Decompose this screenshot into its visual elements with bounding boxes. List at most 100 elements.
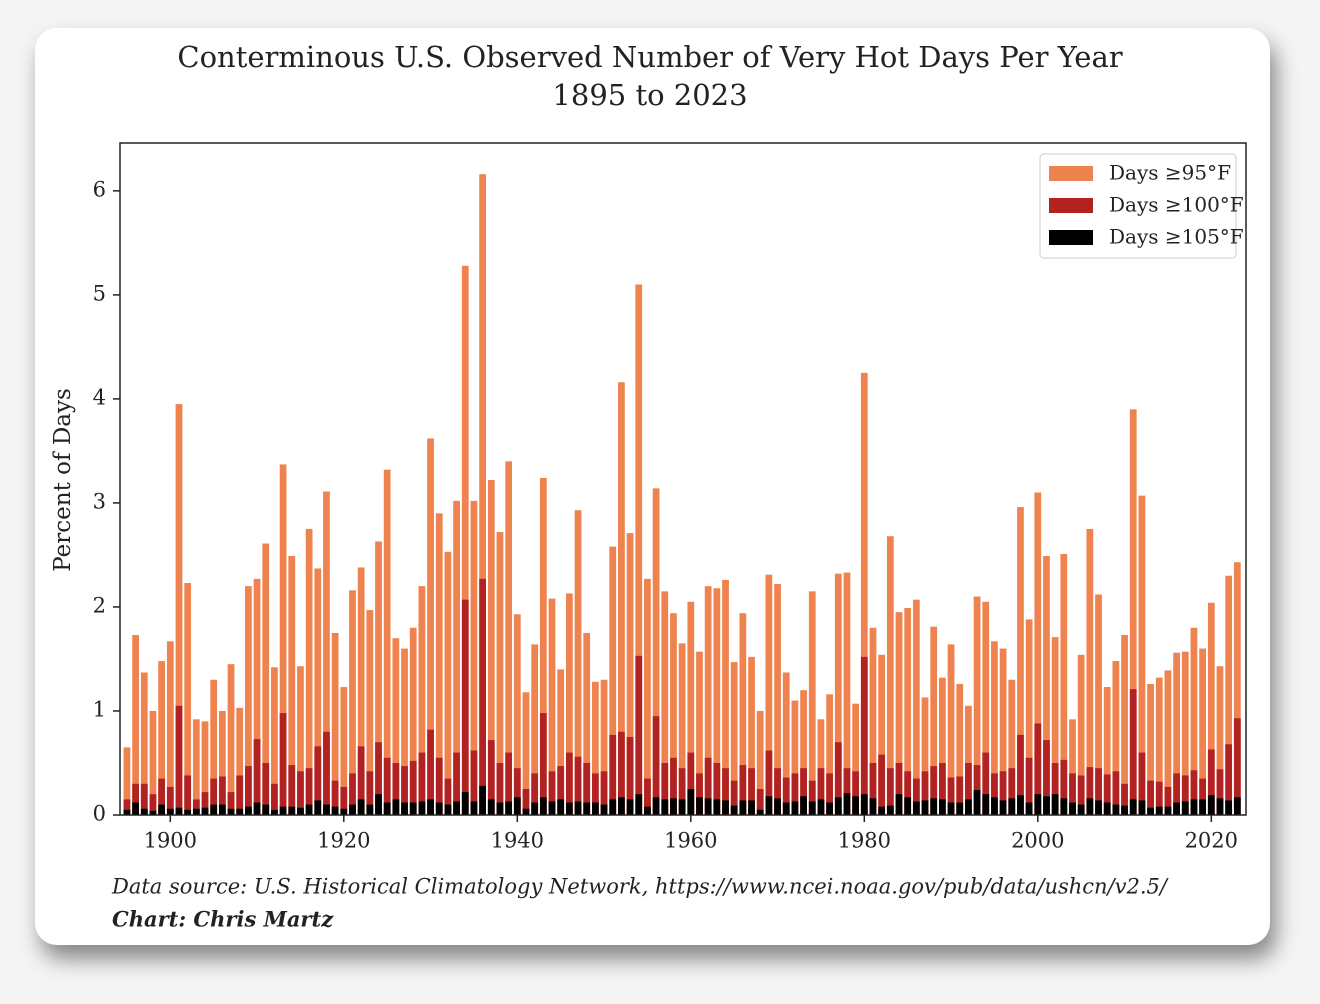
bar bbox=[739, 613, 747, 815]
bar bbox=[791, 700, 799, 815]
bar bbox=[1077, 804, 1085, 815]
bar bbox=[1155, 806, 1163, 815]
bar bbox=[479, 174, 486, 816]
bar bbox=[158, 778, 166, 815]
bar bbox=[973, 790, 981, 815]
bar bbox=[1129, 409, 1137, 815]
bar bbox=[626, 799, 634, 815]
bar bbox=[600, 679, 608, 815]
bar bbox=[132, 802, 139, 815]
bar bbox=[1199, 778, 1207, 815]
bar bbox=[305, 768, 313, 815]
bar bbox=[461, 265, 469, 815]
bar bbox=[184, 583, 192, 815]
bar bbox=[912, 801, 920, 815]
bar bbox=[583, 802, 591, 815]
bar bbox=[930, 766, 938, 815]
bar bbox=[245, 806, 252, 815]
bar bbox=[453, 752, 460, 815]
source-note: Data source: U.S. Historical Climatology… bbox=[111, 875, 1169, 899]
bar bbox=[574, 801, 582, 815]
bar bbox=[383, 469, 391, 815]
bar bbox=[782, 777, 790, 815]
bar bbox=[453, 500, 460, 815]
bar bbox=[774, 768, 781, 815]
bar bbox=[973, 596, 981, 815]
bar bbox=[253, 739, 261, 815]
bar bbox=[1008, 679, 1016, 815]
bar bbox=[722, 768, 729, 815]
bar bbox=[635, 655, 643, 815]
bar bbox=[1129, 799, 1137, 815]
bar bbox=[704, 586, 712, 815]
bar bbox=[435, 802, 443, 815]
bar bbox=[375, 541, 382, 815]
bar bbox=[739, 765, 747, 815]
bar bbox=[800, 690, 807, 815]
bar bbox=[166, 786, 174, 815]
bar bbox=[843, 768, 851, 815]
bar bbox=[505, 461, 513, 815]
bar bbox=[470, 750, 478, 815]
bar bbox=[245, 586, 252, 815]
bar bbox=[756, 809, 764, 815]
bar bbox=[192, 808, 200, 815]
bar bbox=[635, 794, 643, 815]
bar bbox=[748, 800, 755, 815]
y-tick-label: 5 bbox=[93, 281, 106, 305]
bar bbox=[618, 731, 625, 815]
bar bbox=[626, 533, 634, 815]
bar bbox=[644, 578, 651, 815]
bar bbox=[271, 783, 278, 815]
bar bbox=[1017, 734, 1024, 815]
bar bbox=[184, 809, 192, 815]
bar bbox=[834, 573, 842, 815]
bar bbox=[626, 736, 634, 815]
legend-swatch bbox=[1049, 198, 1093, 213]
bar bbox=[392, 638, 400, 815]
bar bbox=[904, 771, 912, 815]
bar bbox=[609, 546, 617, 815]
bar bbox=[852, 796, 860, 815]
bar bbox=[444, 778, 452, 815]
bar bbox=[201, 807, 209, 815]
bar bbox=[427, 438, 434, 815]
bar bbox=[375, 794, 382, 815]
bar bbox=[531, 802, 539, 815]
bar bbox=[444, 551, 452, 815]
bar bbox=[1025, 619, 1033, 815]
bar bbox=[175, 705, 183, 815]
bar bbox=[1008, 768, 1016, 815]
bar bbox=[305, 804, 313, 815]
bar bbox=[687, 601, 695, 815]
bar bbox=[1017, 507, 1024, 815]
bar bbox=[756, 710, 764, 815]
bar bbox=[1051, 637, 1059, 815]
bar bbox=[331, 632, 339, 815]
bar bbox=[878, 654, 886, 815]
bar bbox=[635, 284, 643, 815]
bar bbox=[852, 703, 860, 815]
bar bbox=[991, 797, 998, 815]
bar bbox=[192, 799, 200, 815]
bar bbox=[912, 778, 920, 815]
bars bbox=[123, 174, 1241, 816]
bar bbox=[886, 805, 894, 815]
bar bbox=[513, 768, 521, 815]
bar bbox=[1129, 689, 1137, 815]
bar bbox=[1060, 798, 1068, 815]
bar bbox=[123, 799, 131, 815]
bar bbox=[1164, 786, 1172, 815]
bar bbox=[418, 586, 426, 815]
bar bbox=[808, 801, 816, 815]
bar bbox=[609, 734, 617, 815]
bar bbox=[600, 771, 608, 815]
bar bbox=[991, 773, 998, 815]
bar bbox=[1155, 677, 1163, 815]
bar bbox=[661, 799, 669, 815]
bar bbox=[487, 799, 495, 815]
bar bbox=[774, 584, 781, 815]
bar bbox=[1181, 775, 1189, 815]
bar bbox=[808, 591, 816, 815]
bar bbox=[1233, 718, 1241, 815]
